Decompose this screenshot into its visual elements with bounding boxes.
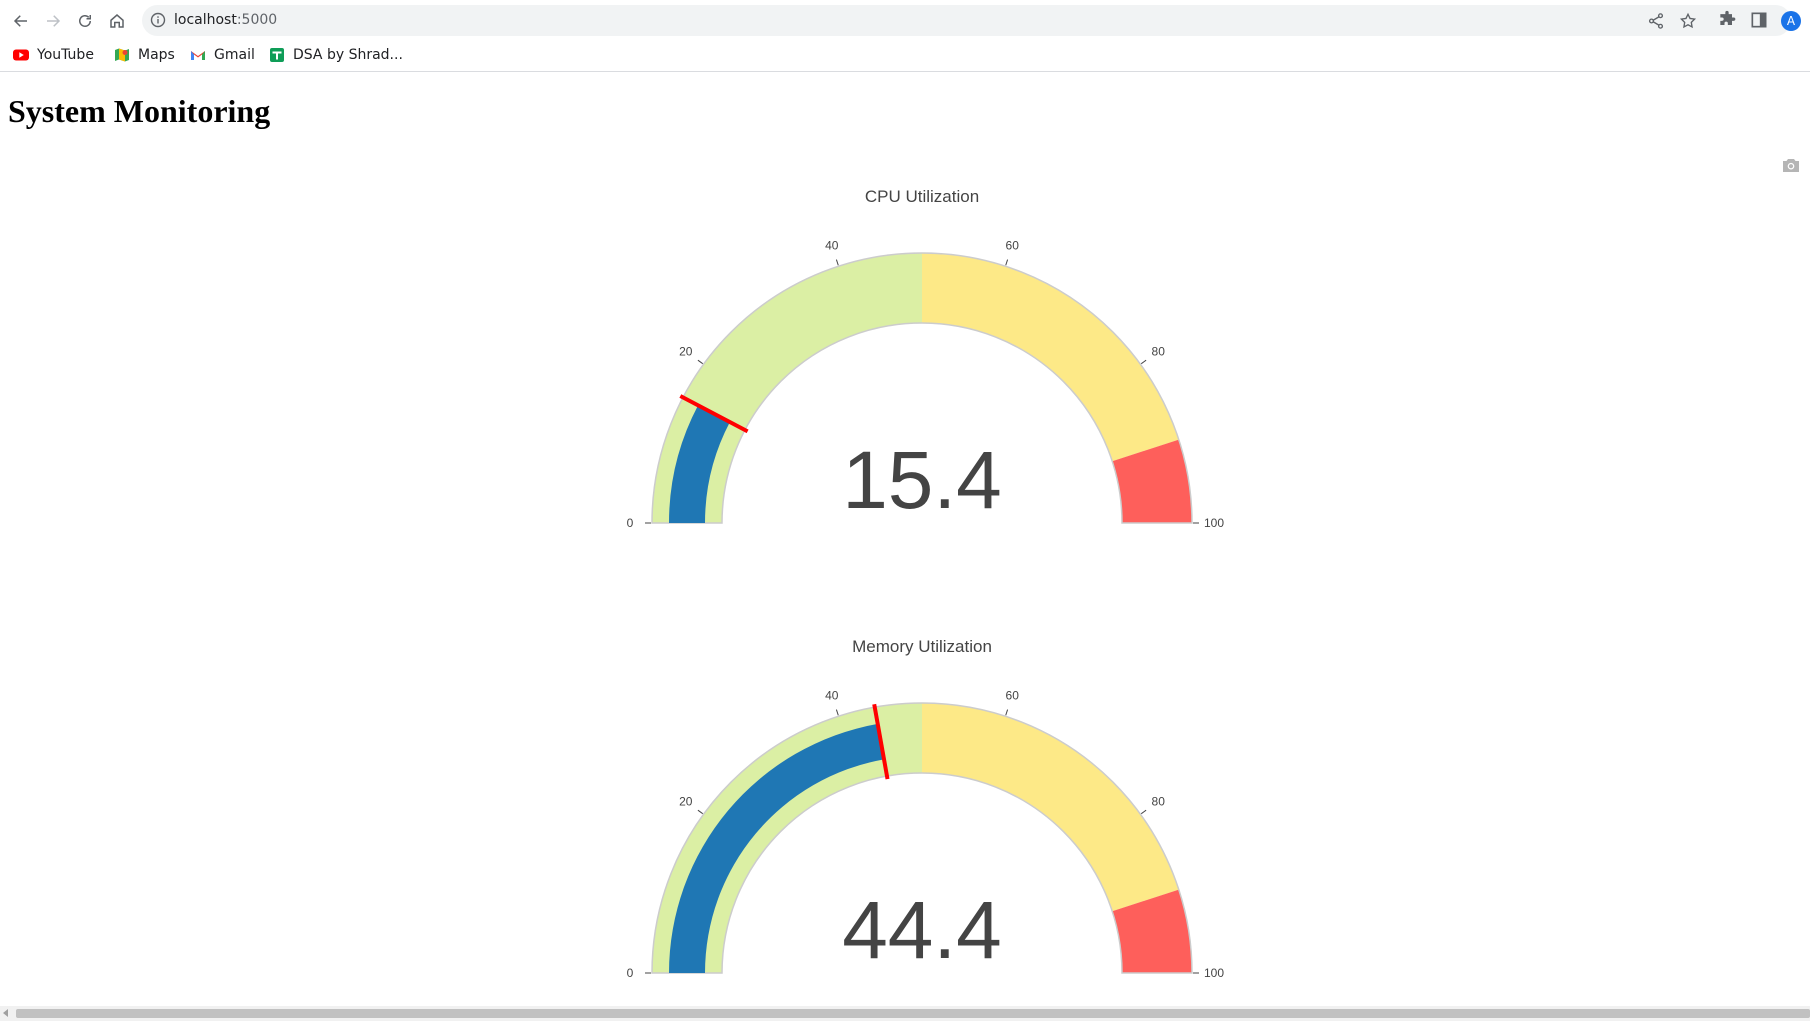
cpu-gauge: 0 20 40 60 80 100 15.4 <box>627 238 1225 530</box>
gauge-tick <box>1140 809 1147 815</box>
url-port: :5000 <box>236 12 278 28</box>
gauge-tick-label: 60 <box>1006 238 1020 252</box>
gauge-value-bar <box>669 405 730 523</box>
gauge-threshold-line <box>679 394 749 434</box>
gauge-value-bar <box>669 723 885 973</box>
bookmark-label: DSA by Shrad... <box>293 47 403 63</box>
gauge-value-number: 15.4 <box>842 435 1002 526</box>
gauge-step-1 <box>922 703 1179 912</box>
bookmarks-bar: YouTube Maps Gmail DSA by Shr <box>0 41 1810 71</box>
gauge-tick-label: 80 <box>1152 344 1166 358</box>
bookmark-label: Gmail <box>214 47 255 63</box>
bookmark-gmail[interactable]: Gmail <box>190 44 255 66</box>
scrollbar-thumb[interactable] <box>16 1009 1810 1018</box>
gauge-step-0 <box>652 703 922 973</box>
gauge-step-2 <box>1112 439 1192 523</box>
scroll-left-arrow-icon[interactable] <box>3 1009 8 1017</box>
share-icon[interactable] <box>1647 12 1665 30</box>
gauge-tick-label: 100 <box>1204 516 1224 530</box>
bookmark-dsa-sheet[interactable]: DSA by Shrad... <box>269 44 403 66</box>
gauge-tick-label: 20 <box>679 794 693 808</box>
bookmark-youtube[interactable]: YouTube <box>13 44 94 66</box>
url-host: localhost <box>174 12 237 28</box>
gauge-tick-label: 60 <box>1006 688 1020 702</box>
sheets-icon <box>270 48 284 62</box>
url-text: localhost:5000 <box>174 12 277 28</box>
gauge-tick <box>1005 259 1009 266</box>
page-title: System Monitoring <box>8 93 271 129</box>
gauge-step-0 <box>652 253 922 523</box>
home-icon[interactable] <box>104 8 130 34</box>
bookmark-maps[interactable]: Maps <box>114 44 175 66</box>
bookmark-star-icon[interactable] <box>1679 12 1697 30</box>
back-arrow-icon[interactable] <box>8 8 34 34</box>
gmail-icon <box>191 51 205 60</box>
camera-icon[interactable] <box>1782 157 1800 173</box>
gauge-title-cpu: CPU Utilization <box>864 187 980 206</box>
gauge-tick-label: 40 <box>825 688 839 702</box>
forward-arrow-icon[interactable] <box>40 8 66 34</box>
gauge-tick <box>1005 709 1009 716</box>
youtube-icon <box>13 49 29 61</box>
gauge-threshold-line <box>872 703 890 780</box>
gauge-tick <box>835 259 839 266</box>
browser-chrome: localhost:5000 A YouTube <box>0 0 1810 72</box>
gauge-value-number: 44.4 <box>842 885 1002 976</box>
extensions-puzzle-icon[interactable] <box>1717 10 1737 30</box>
gauge-tick-label: 0 <box>627 966 634 980</box>
gauge-outline <box>651 252 1193 524</box>
gauge-tick <box>835 709 839 716</box>
bookmark-label: Maps <box>138 47 175 63</box>
gauge-outline <box>651 702 1193 974</box>
gauge-tick-label: 80 <box>1152 794 1166 808</box>
address-bar[interactable]: localhost:5000 <box>142 5 1791 36</box>
gauge-tick-label: 40 <box>825 238 839 252</box>
maps-icon <box>115 48 129 62</box>
side-panel-icon[interactable] <box>1749 10 1769 30</box>
bookmark-label: YouTube <box>37 47 94 63</box>
memory-gauge: 0 20 40 60 80 100 44.4 <box>627 688 1225 980</box>
site-info-icon[interactable] <box>150 12 166 28</box>
browser-toolbar: localhost:5000 A <box>0 0 1810 41</box>
gauge-tick <box>697 809 704 815</box>
profile-avatar[interactable]: A <box>1781 11 1801 31</box>
horizontal-scrollbar[interactable] <box>0 1006 1810 1021</box>
gauge-step-2 <box>1112 889 1192 973</box>
reload-icon[interactable] <box>72 8 98 34</box>
gauge-tick-label: 0 <box>627 516 634 530</box>
gauge-tick <box>1140 359 1147 365</box>
gauge-title-memory: Memory Utilization <box>852 637 992 656</box>
gauge-tick-label: 20 <box>679 344 693 358</box>
gauge-tick <box>697 359 704 365</box>
gauge-tick-label: 100 <box>1204 966 1224 980</box>
gauge-step-1 <box>922 253 1179 462</box>
